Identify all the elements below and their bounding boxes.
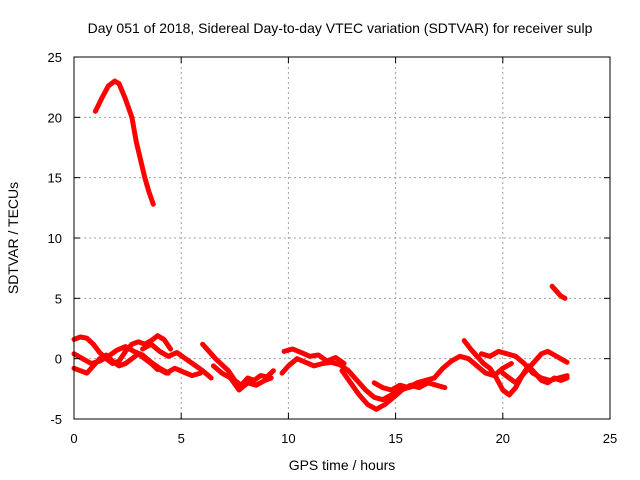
series-line-arc-6 bbox=[200, 341, 276, 388]
series-line-arc-3 bbox=[71, 351, 161, 376]
series-line-arc-high-morning bbox=[92, 78, 156, 207]
x-tick-label: 20 bbox=[496, 431, 510, 446]
x-tick-labels: 0 5 10 15 20 25 bbox=[70, 431, 617, 446]
series-line-arc-5 bbox=[146, 358, 203, 379]
x-axis-label: GPS time / hours bbox=[289, 457, 396, 473]
series-line-arc-10 bbox=[339, 368, 448, 412]
series-line-arc-9 bbox=[279, 356, 420, 403]
x-tick-label: 15 bbox=[388, 431, 402, 446]
y-tick-label: 10 bbox=[48, 231, 62, 246]
series-line-arc-1 bbox=[71, 333, 173, 366]
y-tick-label: 15 bbox=[48, 171, 62, 186]
series-line-arc-11 bbox=[371, 375, 437, 393]
x-tick-label: 10 bbox=[281, 431, 295, 446]
series-line-arc-high-evening bbox=[549, 283, 568, 301]
x-tick-label: 5 bbox=[178, 431, 185, 446]
y-tick-labels: -5 0 5 10 15 20 25 bbox=[48, 50, 62, 427]
axis-ticks bbox=[73, 56, 611, 420]
series-layer bbox=[71, 78, 570, 412]
series-line-arc-4 bbox=[140, 341, 214, 381]
series-line-arc-15 bbox=[500, 363, 570, 386]
chart-title: Day 051 of 2018, Sidereal Day-to-day VTE… bbox=[88, 20, 593, 36]
series-line-arc-7 bbox=[210, 363, 274, 393]
y-tick-label: 0 bbox=[55, 352, 62, 367]
series-line-arc-8 bbox=[281, 346, 347, 366]
series-line-arc-13 bbox=[461, 338, 570, 398]
y-tick-label: 25 bbox=[48, 50, 62, 65]
series-line-arc-12 bbox=[431, 353, 514, 381]
y-tick-label: 20 bbox=[48, 110, 62, 125]
x-tick-label: 0 bbox=[70, 431, 77, 446]
y-tick-label: 5 bbox=[55, 291, 62, 306]
y-axis-label: SDTVAR / TECUs bbox=[5, 182, 21, 294]
x-tick-label: 25 bbox=[603, 431, 617, 446]
y-tick-label: -5 bbox=[50, 412, 62, 427]
